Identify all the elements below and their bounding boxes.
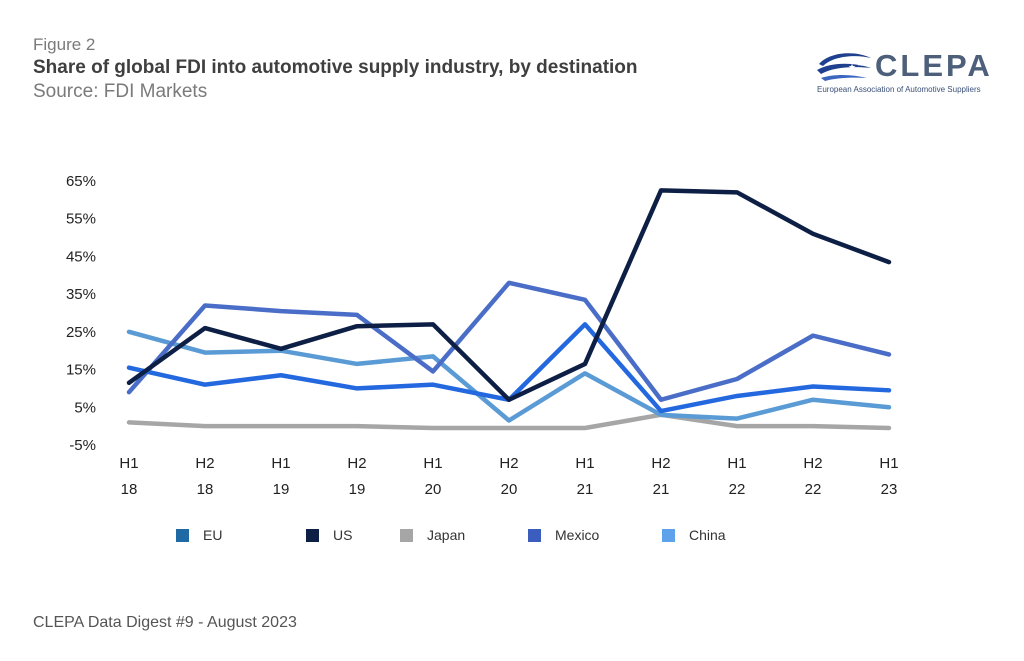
x-tick-label: H2 — [347, 455, 366, 472]
legend-swatch — [662, 528, 675, 542]
y-tick-label: 5% — [74, 399, 96, 416]
x-tick-label: H2 — [499, 455, 518, 472]
y-tick-label: 15% — [66, 362, 96, 379]
svg-text:★: ★ — [848, 63, 856, 73]
legend-label: EU — [203, 527, 223, 543]
x-tick-label: H1 — [727, 455, 746, 472]
legend-item-us: US — [306, 527, 352, 543]
x-tick-label: 21 — [577, 481, 594, 498]
x-tick-label: 20 — [425, 481, 442, 498]
legend-swatch — [306, 528, 319, 542]
chart-title: Share of global FDI into automotive supp… — [33, 57, 638, 78]
legend-item-mexico: Mexico — [528, 527, 599, 543]
legend-label: Japan — [427, 527, 466, 543]
logo-swoosh-icon: ★ ★ — [817, 53, 871, 81]
chart-source: Source: FDI Markets — [33, 81, 208, 102]
x-tick-label: H1 — [879, 455, 898, 472]
legend-item-china: China — [662, 527, 726, 543]
x-tick-label: 18 — [121, 481, 138, 498]
x-tick-label: 19 — [349, 481, 366, 498]
x-tick-label: H1 — [575, 455, 594, 472]
x-tick-label: 23 — [881, 481, 898, 498]
x-tick-label: H1 — [423, 455, 442, 472]
y-tick-label: 35% — [66, 286, 96, 303]
series-line-japan — [126, 412, 892, 431]
clepa-logo: ★ ★ CLEPA European Association of Automo… — [815, 48, 990, 98]
x-tick-label: 18 — [197, 481, 214, 498]
series-line-mexico — [126, 280, 892, 402]
x-tick-label: 21 — [653, 481, 670, 498]
x-tick-label: 22 — [729, 481, 746, 498]
x-tick-label: H1 — [119, 455, 138, 472]
figure-label: Figure 2 — [33, 35, 96, 54]
figure-header: Figure 2 Share of global FDI into automo… — [33, 34, 638, 104]
chart-legend: EU US Japan Mexico China — [0, 527, 1024, 547]
x-tick-label: H1 — [271, 455, 290, 472]
legend-label: China — [689, 527, 726, 543]
x-tick-label: H2 — [195, 455, 214, 472]
y-tick-label: 45% — [66, 248, 96, 265]
x-tick-label: H2 — [651, 455, 670, 472]
x-tick-label: H2 — [803, 455, 822, 472]
y-tick-label: 55% — [66, 211, 96, 228]
fdi-line-chart: 65% 55% 45% 35% 25% 15% 5% -5% H1 18 H2 18 H1 19 H2 19 H… — [66, 173, 899, 498]
logo-wordmark: CLEPA — [875, 48, 993, 83]
logo-subtitle: European Association of Automotive Suppl… — [817, 85, 981, 94]
footer-note: CLEPA Data Digest #9 - August 2023 — [33, 614, 297, 631]
svg-text:★: ★ — [857, 60, 863, 68]
x-tick-label: 22 — [805, 481, 822, 498]
legend-swatch — [176, 528, 189, 542]
series-line-us — [126, 188, 892, 402]
y-tick-label: 25% — [66, 324, 96, 341]
legend-item-eu: EU — [176, 527, 222, 543]
y-tick-label: -5% — [69, 437, 96, 454]
legend-swatch — [528, 528, 541, 542]
legend-item-japan: Japan — [400, 527, 465, 543]
legend-label: Mexico — [555, 527, 600, 543]
y-tick-label: 65% — [66, 173, 96, 190]
legend-label: US — [333, 527, 353, 543]
x-tick-label: 20 — [501, 481, 518, 498]
x-tick-label: 19 — [273, 481, 290, 498]
legend-swatch — [400, 528, 413, 542]
series-line-china — [126, 329, 892, 423]
